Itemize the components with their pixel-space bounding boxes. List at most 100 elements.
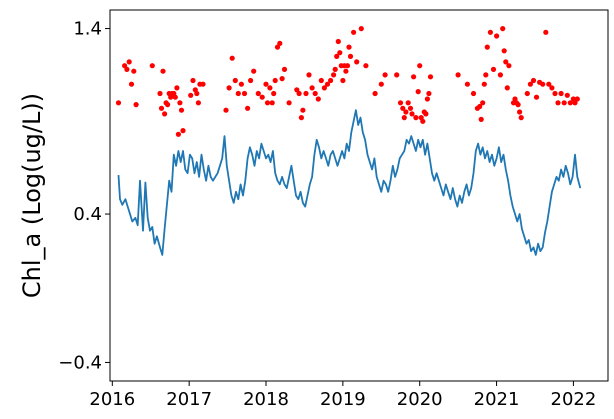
scatter-point — [312, 90, 318, 97]
scatter-point — [296, 90, 302, 97]
scatter-point — [267, 85, 273, 91]
scatter-point — [515, 102, 521, 108]
scatter-point — [481, 81, 487, 87]
scatter-point — [241, 90, 248, 97]
scatter-point — [415, 89, 421, 95]
scatter-point — [128, 81, 135, 87]
scatter-point — [279, 76, 285, 82]
scatter-point — [420, 118, 426, 124]
scatter-point — [175, 131, 181, 137]
x-tick-label: 2020 — [397, 389, 443, 410]
scatter-point — [572, 100, 578, 106]
scatter-point — [264, 100, 271, 106]
x-tick-label: 2021 — [474, 389, 520, 410]
scatter-point — [427, 74, 434, 80]
scatter-point — [251, 68, 257, 74]
scatter-point — [480, 100, 486, 106]
scatter-point — [518, 115, 524, 121]
scatter-point — [248, 77, 254, 84]
scatter-point — [506, 63, 512, 69]
scatter-point — [331, 72, 337, 78]
y-tick-label: −0.4 — [58, 352, 102, 373]
scatter-point — [503, 59, 509, 65]
scatter-point — [464, 81, 470, 87]
scatter-point — [318, 77, 324, 84]
scatter-point — [165, 102, 171, 108]
scatter-point — [255, 90, 261, 97]
plot-frame — [109, 9, 609, 382]
scatter-point — [558, 90, 564, 97]
x-tick-label: 2016 — [89, 389, 135, 410]
scatter-point — [564, 92, 570, 98]
scatter-point — [424, 96, 430, 102]
scatter-point — [340, 77, 346, 84]
scatter-point — [400, 105, 406, 111]
scatter-point — [174, 85, 180, 91]
scatter-point — [354, 59, 360, 65]
scatter-point — [494, 33, 500, 39]
scatter-point — [332, 66, 338, 72]
scatter-point — [298, 115, 304, 121]
scatter-point — [271, 90, 277, 97]
scatter-point — [272, 77, 278, 84]
scatter-point — [378, 81, 384, 87]
scatter-point — [382, 72, 388, 78]
scatter-point — [306, 72, 312, 78]
scatter-point — [178, 107, 185, 113]
scatter-point — [188, 92, 194, 98]
scatter-point — [223, 107, 229, 113]
y-tick-label: 0.4 — [73, 204, 102, 225]
scatter-point — [315, 96, 321, 102]
scatter-point — [238, 81, 244, 87]
scatter-point — [524, 90, 530, 97]
scatter-point — [527, 81, 534, 87]
x-tick-label: 2017 — [166, 389, 212, 410]
scatter-point — [324, 81, 331, 87]
scatter-point — [300, 107, 306, 113]
scatter-point — [567, 100, 573, 106]
scatter-point — [226, 85, 232, 91]
scatter-point — [303, 90, 309, 97]
scatter-point — [195, 100, 201, 106]
scatter-point — [321, 85, 327, 91]
scatter-point — [552, 90, 558, 97]
x-tick-label: 2022 — [551, 389, 597, 410]
scatter-point — [124, 66, 130, 72]
x-tick-label: 2019 — [320, 389, 366, 410]
scatter-point — [229, 55, 235, 61]
scatter-point — [337, 50, 343, 56]
scatter-point — [133, 102, 139, 108]
scatter-point — [411, 74, 417, 80]
scatter-point — [358, 26, 364, 32]
scatter-point — [351, 29, 357, 35]
y-axis-label: Chl_a (Log(ug/L)) — [18, 93, 46, 298]
scatter-point — [177, 100, 183, 106]
scatter-point — [346, 44, 352, 50]
series-line — [117, 109, 582, 256]
scatter-point — [477, 103, 483, 110]
scatter-point — [555, 100, 561, 106]
scatter-point — [423, 111, 429, 117]
scatter-point — [484, 44, 490, 50]
scatter-point — [403, 109, 409, 115]
scatter-point — [533, 94, 540, 100]
scatter-point — [245, 105, 251, 111]
scatter-point — [401, 115, 407, 121]
scatter-point — [483, 72, 489, 78]
scatter-point — [162, 111, 168, 117]
scatter-point — [543, 29, 549, 35]
scatter-point — [115, 100, 122, 106]
y-tick-label: 1.4 — [73, 19, 102, 40]
scatter-point — [497, 72, 503, 78]
scatter-point — [277, 40, 283, 47]
scatter-point — [344, 63, 351, 69]
scatter-point — [470, 90, 477, 97]
plot-area — [115, 26, 582, 256]
scatter-point — [347, 53, 354, 60]
scatter-point — [394, 72, 400, 78]
scatter-point — [413, 115, 419, 121]
scatter-point — [131, 68, 137, 74]
scatter-point — [417, 63, 423, 69]
x-tick-label: 2018 — [243, 389, 289, 410]
scatter-point — [455, 72, 461, 78]
